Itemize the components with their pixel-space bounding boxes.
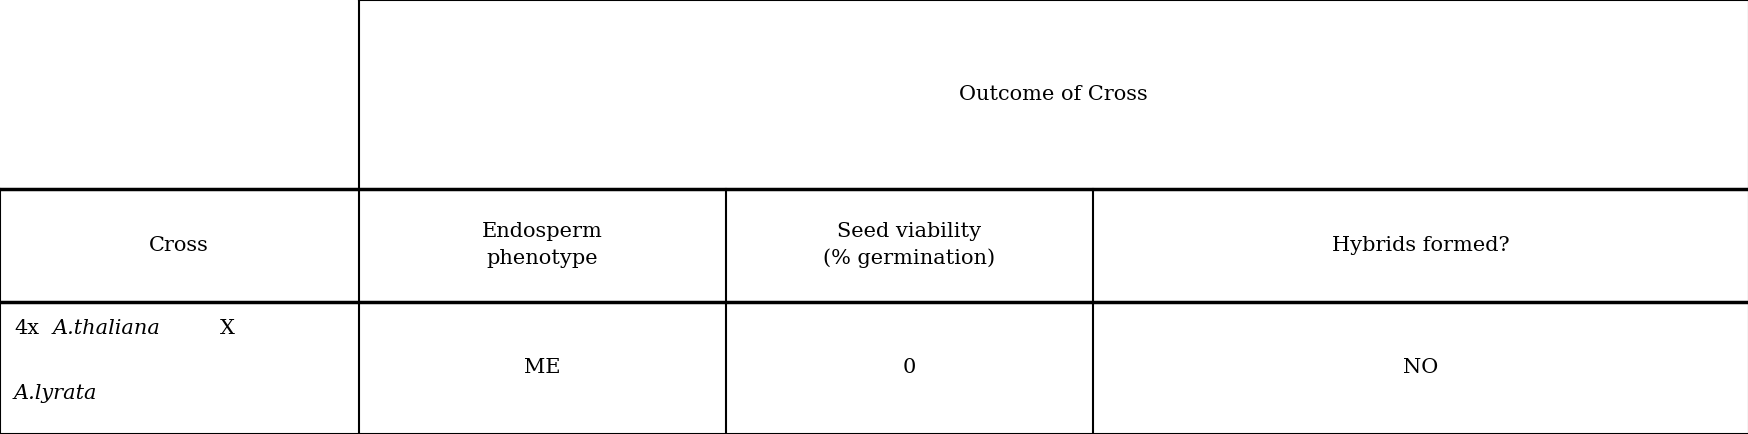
Text: Seed viability
(% germination): Seed viability (% germination) — [823, 222, 995, 269]
Text: ME: ME — [524, 358, 559, 377]
Text: Cross: Cross — [149, 236, 210, 255]
Text: A.thaliana: A.thaliana — [52, 319, 161, 338]
Text: 4x: 4x — [14, 319, 38, 338]
Text: NO: NO — [1402, 358, 1439, 377]
Text: 0: 0 — [902, 358, 916, 377]
Text: Hybrids formed?: Hybrids formed? — [1332, 236, 1509, 255]
Text: Outcome of Cross: Outcome of Cross — [960, 85, 1147, 104]
Text: Endosperm
phenotype: Endosperm phenotype — [481, 223, 603, 268]
Text: A.lyrata: A.lyrata — [14, 385, 98, 403]
Text: X: X — [220, 319, 236, 338]
